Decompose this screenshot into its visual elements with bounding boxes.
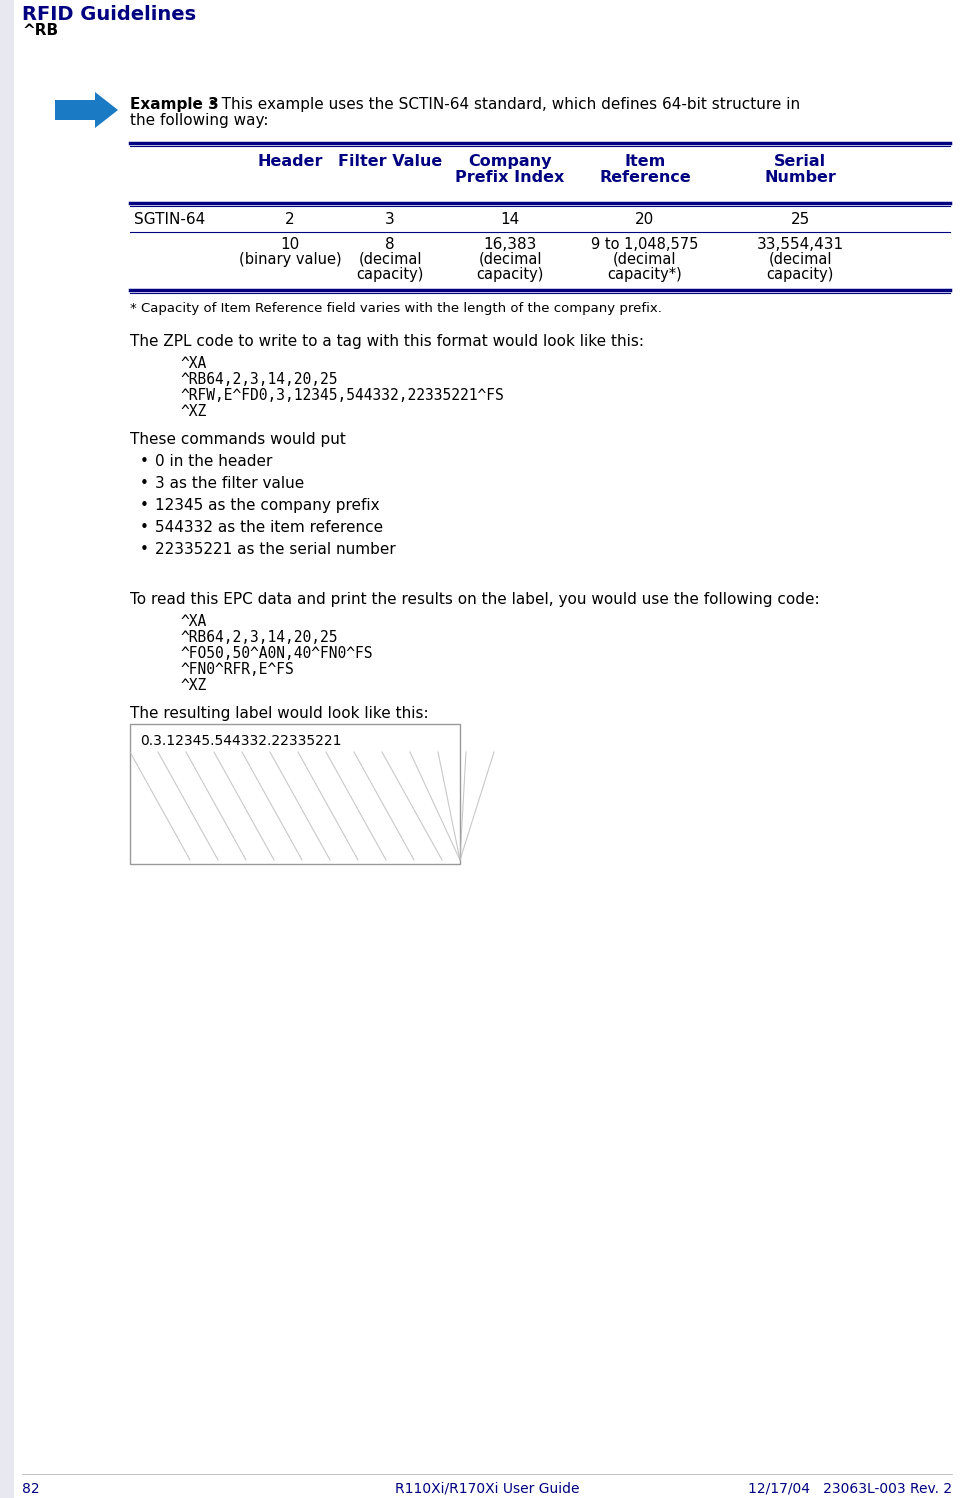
Text: ^RFW,E^FD0,3,12345,544332,22335221^FS: ^RFW,E^FD0,3,12345,544332,22335221^FS [180,388,504,403]
Text: Header: Header [257,154,322,169]
Text: R110Xi/R170Xi User Guide: R110Xi/R170Xi User Guide [394,1482,580,1497]
Text: capacity): capacity) [767,267,834,282]
Text: 82: 82 [22,1482,40,1497]
Text: (decimal: (decimal [358,252,422,267]
Text: capacity*): capacity*) [608,267,683,282]
Text: •: • [140,454,149,469]
Text: Item: Item [624,154,665,169]
Bar [130,724,460,864]
Text: • This example uses the SCTIN-64 standard, which defines 64-bit structure in: • This example uses the SCTIN-64 standar… [203,97,800,112]
Text: The resulting label would look like this:: The resulting label would look like this… [130,706,429,721]
Text: •: • [140,497,149,512]
Text: (binary value): (binary value) [239,252,341,267]
Text: Filter Value: Filter Value [338,154,442,169]
Text: (decimal: (decimal [614,252,677,267]
Text: * Capacity of Item Reference field varies with the length of the company prefix.: * Capacity of Item Reference field varie… [130,303,662,315]
Text: 10: 10 [281,237,300,252]
Text: ^XA: ^XA [180,614,206,629]
Text: 0.3.12345.544332.22335221: 0.3.12345.544332.22335221 [140,734,342,748]
Text: 544332 as the item reference: 544332 as the item reference [155,520,383,535]
Text: •: • [140,520,149,535]
Text: Example 3: Example 3 [130,97,219,112]
Text: 33,554,431: 33,554,431 [757,237,843,252]
Text: ^XZ: ^XZ [180,679,206,694]
Text: 16,383: 16,383 [483,237,537,252]
Text: 12345 as the company prefix: 12345 as the company prefix [155,497,380,512]
Text: ^RB64,2,3,14,20,25: ^RB64,2,3,14,20,25 [180,372,338,386]
Text: ^FO50,50^A0N,40^FN0^FS: ^FO50,50^A0N,40^FN0^FS [180,646,372,661]
Text: the following way:: the following way: [130,112,269,127]
Text: ^XZ: ^XZ [180,404,206,419]
Text: RFID Guidelines: RFID Guidelines [22,4,196,24]
Text: (decimal: (decimal [478,252,542,267]
Text: Serial: Serial [774,154,826,169]
Text: Number: Number [764,169,836,184]
Text: 12/17/04   23063L-003 Rev. 2: 12/17/04 23063L-003 Rev. 2 [748,1482,952,1497]
Text: 20: 20 [635,213,655,228]
Text: ^RB64,2,3,14,20,25: ^RB64,2,3,14,20,25 [180,631,338,646]
Text: ^FN0^RFR,E^FS: ^FN0^RFR,E^FS [180,662,294,677]
Text: ^RB: ^RB [22,22,58,37]
Text: 14: 14 [501,213,519,228]
Text: To read this EPC data and print the results on the label, you would use the foll: To read this EPC data and print the resu… [130,592,820,607]
Polygon shape [55,91,118,127]
Text: The ZPL code to write to a tag with this format would look like this:: The ZPL code to write to a tag with this… [130,334,644,349]
Text: Company: Company [468,154,551,169]
Text: capacity): capacity) [356,267,424,282]
Text: (decimal: (decimal [768,252,832,267]
Text: 2: 2 [285,213,295,228]
Text: SGTIN-64: SGTIN-64 [134,213,206,228]
Text: capacity): capacity) [476,267,543,282]
Text: •: • [140,542,149,557]
Text: Prefix Index: Prefix Index [455,169,565,184]
Text: 8: 8 [385,237,394,252]
Text: These commands would put: These commands would put [130,431,346,446]
Text: 9 to 1,048,575: 9 to 1,048,575 [591,237,698,252]
Bar [0,0,14,1498]
Text: 3: 3 [385,213,394,228]
Text: •: • [140,476,149,491]
Text: 0 in the header: 0 in the header [155,454,273,469]
Text: Reference: Reference [599,169,691,184]
Text: 25: 25 [790,213,809,228]
Text: 3 as the filter value: 3 as the filter value [155,476,304,491]
Text: ^XA: ^XA [180,357,206,372]
Text: 22335221 as the serial number: 22335221 as the serial number [155,542,395,557]
